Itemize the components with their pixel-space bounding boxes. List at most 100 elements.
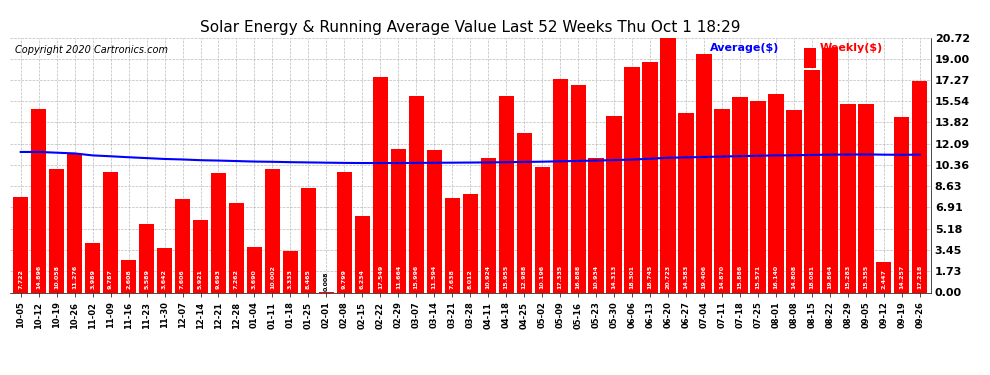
Bar	[858, 104, 873, 292]
Bar	[462, 194, 478, 292]
Bar	[67, 154, 82, 292]
Text: 10.934: 10.934	[594, 265, 599, 289]
Bar	[409, 96, 424, 292]
Bar	[607, 116, 622, 292]
Text: Copyright 2020 Cartronics.com: Copyright 2020 Cartronics.com	[15, 45, 167, 55]
Bar	[625, 67, 640, 292]
Bar	[552, 79, 568, 292]
Text: 12.988: 12.988	[522, 264, 527, 289]
Bar	[247, 247, 262, 292]
Text: 14.583: 14.583	[683, 264, 688, 289]
Bar	[660, 38, 676, 292]
Bar	[588, 158, 604, 292]
Text: 11.594: 11.594	[432, 264, 437, 289]
Bar	[121, 260, 137, 292]
Text: 3.642: 3.642	[162, 269, 167, 289]
Text: 14.870: 14.870	[720, 265, 725, 289]
Text: 2.608: 2.608	[126, 269, 131, 289]
Bar	[337, 172, 352, 292]
Text: 14.257: 14.257	[899, 264, 904, 289]
Bar	[912, 81, 928, 292]
Text: 17.335: 17.335	[557, 264, 562, 289]
Bar	[229, 203, 245, 292]
Text: 15.955: 15.955	[504, 264, 509, 289]
Bar	[85, 243, 100, 292]
Text: 20.723: 20.723	[665, 265, 670, 289]
Bar	[643, 62, 657, 292]
Bar	[445, 198, 460, 292]
Text: 9.799: 9.799	[342, 269, 346, 289]
Text: 7.606: 7.606	[180, 269, 185, 289]
Text: 8.465: 8.465	[306, 269, 311, 289]
Bar	[750, 101, 765, 292]
Text: 18.081: 18.081	[810, 265, 815, 289]
Text: 15.996: 15.996	[414, 264, 419, 289]
Bar	[156, 248, 172, 292]
Bar	[894, 117, 910, 292]
Text: 16.140: 16.140	[773, 265, 778, 289]
Bar	[517, 133, 532, 292]
Text: Average($): Average($)	[710, 43, 779, 52]
Text: 10.002: 10.002	[270, 265, 275, 289]
Bar	[13, 198, 29, 292]
Text: 11.664: 11.664	[396, 264, 401, 289]
Bar	[804, 70, 820, 292]
Text: 6.234: 6.234	[359, 269, 365, 289]
Bar	[841, 104, 855, 292]
Bar	[301, 188, 316, 292]
Text: 3.690: 3.690	[252, 269, 257, 289]
Text: 14.808: 14.808	[791, 265, 796, 289]
Bar	[768, 94, 784, 292]
Text: 7.638: 7.638	[449, 269, 454, 289]
Text: 9.693: 9.693	[216, 269, 221, 289]
Text: 7.262: 7.262	[234, 269, 239, 289]
Bar	[715, 110, 730, 292]
Text: 15.886: 15.886	[738, 264, 742, 289]
Text: 10.058: 10.058	[54, 265, 59, 289]
Bar	[876, 262, 891, 292]
Text: 2.447: 2.447	[881, 269, 886, 289]
Bar	[175, 199, 190, 292]
Text: 10.924: 10.924	[486, 265, 491, 289]
Bar	[193, 220, 208, 292]
Bar	[31, 109, 47, 292]
FancyBboxPatch shape	[805, 48, 816, 68]
Text: 11.276: 11.276	[72, 264, 77, 289]
Bar	[264, 170, 280, 292]
Text: 15.355: 15.355	[863, 264, 868, 289]
Text: 14.896: 14.896	[37, 264, 42, 289]
Bar	[391, 149, 406, 292]
Text: 18.745: 18.745	[647, 264, 652, 289]
Text: 8.012: 8.012	[467, 269, 473, 289]
Bar	[733, 97, 747, 292]
Text: 3.989: 3.989	[90, 269, 95, 289]
Bar	[427, 150, 442, 292]
Bar	[535, 167, 549, 292]
Bar	[499, 96, 514, 292]
Text: 10.196: 10.196	[540, 265, 545, 289]
Bar	[678, 113, 694, 292]
Bar	[372, 76, 388, 292]
Text: 9.787: 9.787	[108, 269, 113, 289]
Text: 19.864: 19.864	[828, 264, 833, 289]
Text: Weekly($): Weekly($)	[820, 43, 883, 52]
Text: 19.406: 19.406	[702, 265, 707, 289]
Title: Solar Energy & Running Average Value Last 52 Weeks Thu Oct 1 18:29: Solar Energy & Running Average Value Las…	[200, 20, 741, 35]
Text: 3.333: 3.333	[288, 269, 293, 289]
Text: 17.549: 17.549	[378, 264, 383, 289]
Bar	[139, 224, 154, 292]
Bar	[103, 172, 118, 292]
Bar	[696, 54, 712, 292]
Text: 18.301: 18.301	[630, 265, 635, 289]
Bar	[354, 216, 370, 292]
Text: 15.571: 15.571	[755, 264, 760, 289]
Text: 17.218: 17.218	[918, 264, 923, 289]
Bar	[50, 169, 64, 292]
Bar	[570, 85, 586, 292]
Bar	[283, 252, 298, 292]
Bar	[211, 173, 226, 292]
Text: 16.888: 16.888	[575, 264, 581, 289]
Text: 5.921: 5.921	[198, 269, 203, 289]
Text: 14.313: 14.313	[612, 264, 617, 289]
Text: 0.008: 0.008	[324, 271, 329, 291]
